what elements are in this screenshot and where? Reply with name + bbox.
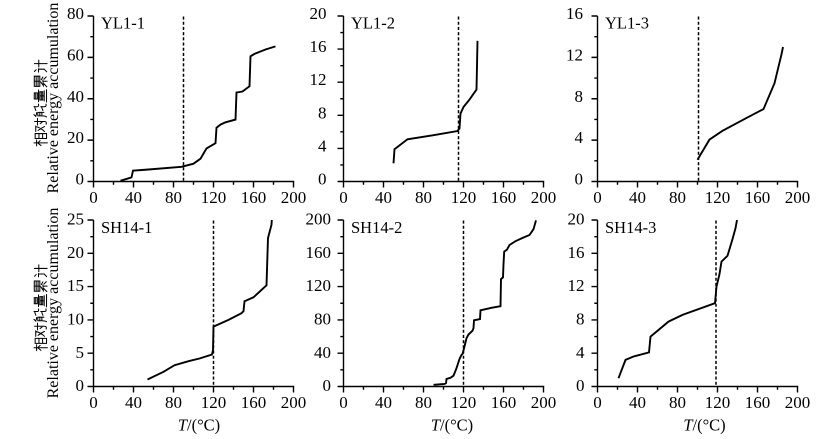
svg-text:SH14-1: SH14-1 bbox=[101, 218, 152, 237]
svg-text:120: 120 bbox=[705, 393, 731, 412]
svg-text:160: 160 bbox=[491, 188, 517, 207]
svg-text:200: 200 bbox=[785, 188, 811, 207]
svg-text:T/(°C): T/(°C) bbox=[178, 416, 220, 435]
svg-text:0: 0 bbox=[318, 170, 327, 189]
svg-text:40: 40 bbox=[125, 188, 142, 207]
svg-text:20: 20 bbox=[310, 4, 327, 23]
svg-text:160: 160 bbox=[306, 243, 332, 262]
svg-text:4: 4 bbox=[576, 343, 585, 362]
svg-text:80: 80 bbox=[314, 310, 331, 329]
svg-text:80: 80 bbox=[669, 393, 686, 412]
svg-text:120: 120 bbox=[451, 188, 477, 207]
svg-text:40: 40 bbox=[629, 188, 646, 207]
svg-text:8: 8 bbox=[318, 103, 327, 122]
svg-text:Relative energy accumulation: Relative energy accumulation bbox=[45, 3, 62, 194]
svg-text:20: 20 bbox=[568, 210, 585, 229]
svg-text:40: 40 bbox=[375, 393, 392, 412]
svg-text:160: 160 bbox=[745, 188, 771, 207]
svg-text:120: 120 bbox=[201, 393, 227, 412]
svg-text:0: 0 bbox=[76, 376, 85, 395]
svg-text:80: 80 bbox=[415, 188, 432, 207]
svg-text:Relative energy accumulation: Relative energy accumulation bbox=[45, 208, 62, 399]
svg-text:80: 80 bbox=[67, 4, 84, 23]
svg-text:SH14-2: SH14-2 bbox=[351, 218, 402, 237]
svg-text:200: 200 bbox=[281, 393, 307, 412]
svg-text:40: 40 bbox=[314, 343, 331, 362]
svg-text:0: 0 bbox=[339, 393, 348, 412]
svg-text:80: 80 bbox=[165, 393, 182, 412]
svg-text:YL1-2: YL1-2 bbox=[351, 14, 395, 33]
svg-text:40: 40 bbox=[67, 87, 84, 106]
svg-text:0: 0 bbox=[593, 188, 602, 207]
svg-text:120: 120 bbox=[201, 188, 227, 207]
svg-text:8: 8 bbox=[575, 87, 584, 106]
svg-text:160: 160 bbox=[241, 188, 267, 207]
svg-text:0: 0 bbox=[89, 188, 98, 207]
svg-text:0: 0 bbox=[323, 376, 332, 395]
svg-text:4: 4 bbox=[318, 136, 327, 155]
svg-text:200: 200 bbox=[531, 393, 557, 412]
svg-text:160: 160 bbox=[745, 393, 771, 412]
svg-text:15: 15 bbox=[67, 276, 84, 295]
svg-text:60: 60 bbox=[67, 45, 84, 64]
svg-text:200: 200 bbox=[785, 393, 811, 412]
svg-text:0: 0 bbox=[576, 376, 585, 395]
svg-text:80: 80 bbox=[415, 393, 432, 412]
svg-text:16: 16 bbox=[310, 37, 327, 56]
svg-text:16: 16 bbox=[568, 243, 585, 262]
svg-text:12: 12 bbox=[566, 45, 583, 64]
svg-text:YL1-3: YL1-3 bbox=[605, 14, 649, 33]
svg-text:T/(°C): T/(°C) bbox=[431, 416, 473, 435]
svg-text:25: 25 bbox=[67, 210, 84, 229]
svg-text:80: 80 bbox=[669, 188, 686, 207]
svg-text:40: 40 bbox=[375, 188, 392, 207]
svg-text:120: 120 bbox=[306, 276, 332, 295]
svg-text:200: 200 bbox=[306, 210, 332, 229]
svg-text:40: 40 bbox=[629, 393, 646, 412]
svg-text:0: 0 bbox=[89, 393, 98, 412]
svg-text:20: 20 bbox=[67, 243, 84, 262]
svg-text:0: 0 bbox=[593, 393, 602, 412]
svg-text:200: 200 bbox=[531, 188, 557, 207]
svg-text:12: 12 bbox=[310, 70, 327, 89]
svg-text:0: 0 bbox=[339, 188, 348, 207]
svg-text:120: 120 bbox=[451, 393, 477, 412]
svg-text:SH14-3: SH14-3 bbox=[605, 218, 656, 237]
svg-text:YL1-1: YL1-1 bbox=[101, 14, 145, 33]
svg-text:80: 80 bbox=[165, 188, 182, 207]
svg-text:20: 20 bbox=[67, 128, 84, 147]
svg-text:10: 10 bbox=[67, 310, 84, 329]
svg-text:12: 12 bbox=[568, 276, 585, 295]
svg-text:120: 120 bbox=[705, 188, 731, 207]
svg-text:160: 160 bbox=[491, 393, 517, 412]
svg-text:5: 5 bbox=[76, 343, 85, 362]
svg-text:4: 4 bbox=[575, 128, 584, 147]
svg-text:T/(°C): T/(°C) bbox=[683, 416, 725, 435]
svg-text:8: 8 bbox=[576, 310, 585, 329]
svg-text:160: 160 bbox=[241, 393, 267, 412]
svg-text:16: 16 bbox=[566, 4, 583, 23]
svg-text:40: 40 bbox=[125, 393, 142, 412]
svg-text:0: 0 bbox=[575, 170, 584, 189]
svg-text:200: 200 bbox=[281, 188, 307, 207]
svg-text:0: 0 bbox=[76, 170, 85, 189]
